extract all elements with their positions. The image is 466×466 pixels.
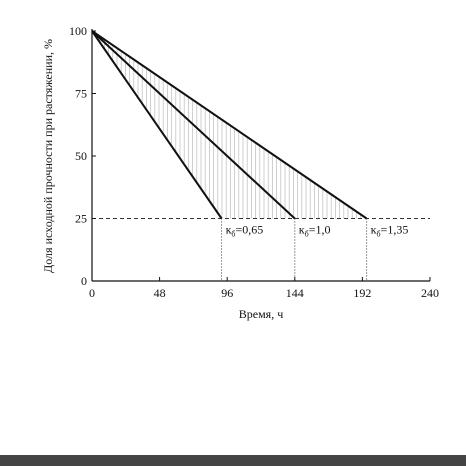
y-tick-label: 75 (75, 87, 87, 101)
x-tick-label: 240 (421, 286, 439, 300)
annotation-subscript: б (231, 230, 235, 239)
y-tick-label: 100 (69, 24, 87, 38)
annotation-subscript: б (305, 230, 309, 239)
annotation-text: =1,0 (309, 223, 331, 237)
y-tick-label: 25 (75, 212, 87, 226)
y-axis-title: Доля исходной прочности при растяжении, … (41, 39, 55, 273)
annotation: кб=0,65 (226, 223, 264, 239)
annotation-text: =1,35 (381, 223, 409, 237)
annotation-subscript: б (376, 230, 380, 239)
x-tick-label: 48 (154, 286, 166, 300)
x-axis-title: Время, ч (239, 307, 283, 321)
annotation: кб=1,35 (371, 223, 409, 239)
annotation-symbol: к (226, 223, 232, 237)
line-series (91, 30, 296, 220)
y-tick-label: 50 (75, 149, 87, 163)
bottom-bar (0, 455, 466, 466)
annotation-symbol: к (371, 223, 377, 237)
x-tick-label: 192 (353, 286, 371, 300)
x-tick-label: 144 (286, 286, 304, 300)
line-series (91, 30, 223, 220)
annotation-text: =0,65 (235, 223, 263, 237)
annotation-symbol: к (299, 223, 305, 237)
line-series (91, 30, 368, 220)
annotation: кб=1,0 (299, 223, 331, 239)
x-tick-label: 96 (221, 286, 233, 300)
y-tick-label: 0 (81, 274, 87, 288)
x-tick-label: 0 (89, 286, 95, 300)
